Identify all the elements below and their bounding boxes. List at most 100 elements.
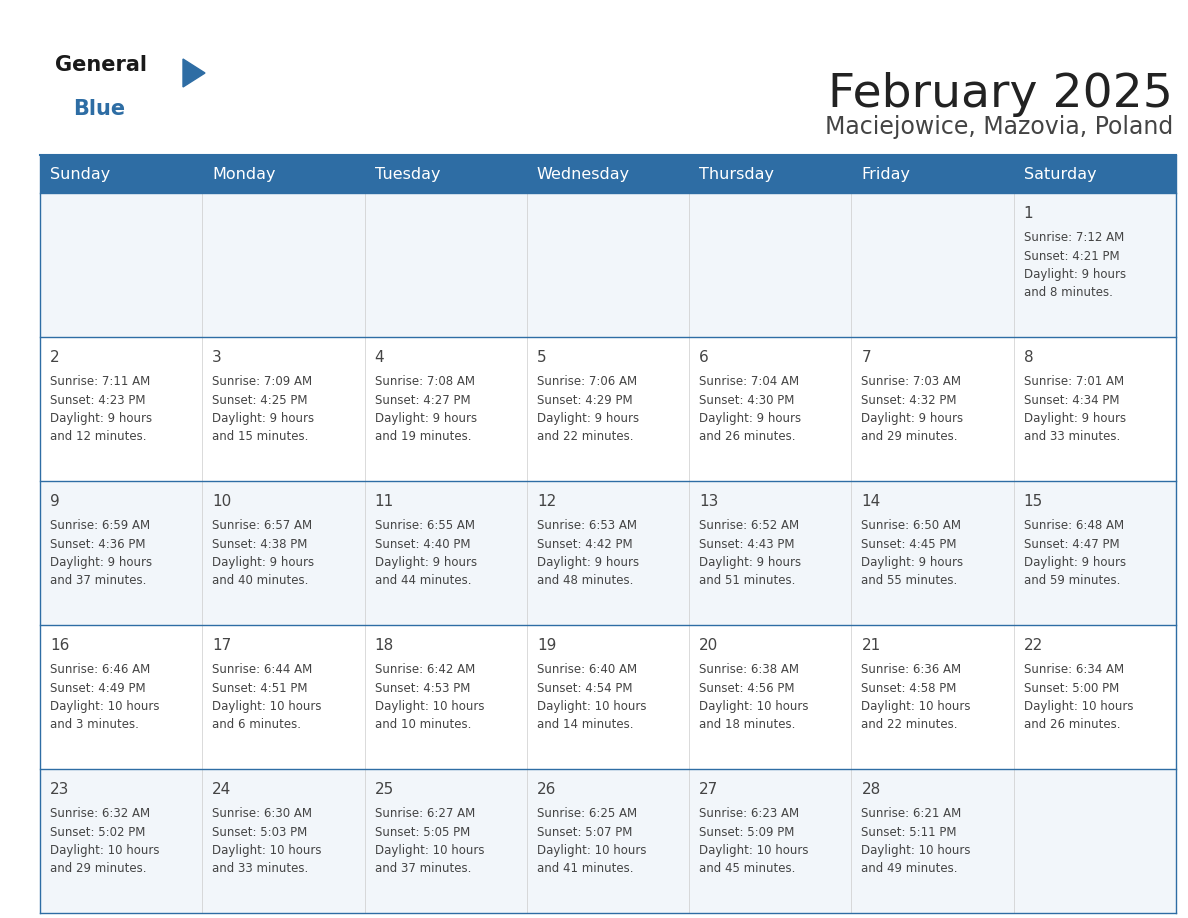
Text: Sunrise: 7:03 AM: Sunrise: 7:03 AM	[861, 375, 961, 388]
Text: Daylight: 9 hours: Daylight: 9 hours	[374, 412, 476, 425]
Text: Daylight: 10 hours: Daylight: 10 hours	[50, 700, 159, 713]
Text: and 8 minutes.: and 8 minutes.	[1024, 286, 1113, 299]
Text: and 44 minutes.: and 44 minutes.	[374, 575, 472, 588]
Text: Sunset: 4:34 PM: Sunset: 4:34 PM	[1024, 394, 1119, 407]
Text: 12: 12	[537, 494, 556, 509]
Text: 9: 9	[50, 494, 59, 509]
Text: 5: 5	[537, 350, 546, 365]
Text: 6: 6	[700, 350, 709, 365]
Text: Sunset: 4:23 PM: Sunset: 4:23 PM	[50, 394, 145, 407]
Text: 17: 17	[213, 638, 232, 653]
Text: Sunrise: 7:08 AM: Sunrise: 7:08 AM	[374, 375, 474, 388]
Text: Sunday: Sunday	[50, 166, 110, 182]
Text: Saturday: Saturday	[1024, 166, 1097, 182]
Text: Sunset: 5:05 PM: Sunset: 5:05 PM	[374, 825, 469, 838]
Text: Sunset: 4:40 PM: Sunset: 4:40 PM	[374, 538, 470, 551]
Polygon shape	[183, 59, 206, 87]
Bar	[40, 769, 1176, 913]
Text: Sunrise: 6:48 AM: Sunrise: 6:48 AM	[1024, 519, 1124, 532]
Text: Sunset: 4:25 PM: Sunset: 4:25 PM	[213, 394, 308, 407]
Text: 19: 19	[537, 638, 556, 653]
Text: and 22 minutes.: and 22 minutes.	[861, 719, 958, 732]
Text: Daylight: 9 hours: Daylight: 9 hours	[700, 412, 801, 425]
Text: and 19 minutes.: and 19 minutes.	[374, 431, 472, 443]
Text: Sunset: 4:42 PM: Sunset: 4:42 PM	[537, 538, 632, 551]
Text: Daylight: 10 hours: Daylight: 10 hours	[213, 844, 322, 857]
Text: Sunset: 5:09 PM: Sunset: 5:09 PM	[700, 825, 795, 838]
Text: 8: 8	[1024, 350, 1034, 365]
Text: 11: 11	[374, 494, 393, 509]
Bar	[40, 625, 1176, 769]
Text: Wednesday: Wednesday	[537, 166, 630, 182]
Text: Sunset: 4:45 PM: Sunset: 4:45 PM	[861, 538, 956, 551]
Text: 1: 1	[1024, 206, 1034, 221]
Text: Daylight: 10 hours: Daylight: 10 hours	[700, 844, 809, 857]
Text: Sunrise: 6:23 AM: Sunrise: 6:23 AM	[700, 807, 800, 820]
Text: 20: 20	[700, 638, 719, 653]
Text: Sunrise: 6:52 AM: Sunrise: 6:52 AM	[700, 519, 800, 532]
Text: and 48 minutes.: and 48 minutes.	[537, 575, 633, 588]
Text: Daylight: 9 hours: Daylight: 9 hours	[700, 556, 801, 569]
Text: 3: 3	[213, 350, 222, 365]
Text: 16: 16	[50, 638, 69, 653]
Text: Sunrise: 6:34 AM: Sunrise: 6:34 AM	[1024, 663, 1124, 676]
Text: Daylight: 10 hours: Daylight: 10 hours	[1024, 700, 1133, 713]
Text: Sunset: 4:56 PM: Sunset: 4:56 PM	[700, 681, 795, 695]
Text: and 37 minutes.: and 37 minutes.	[374, 863, 470, 876]
Text: and 12 minutes.: and 12 minutes.	[50, 431, 146, 443]
Text: Sunset: 5:07 PM: Sunset: 5:07 PM	[537, 825, 632, 838]
Text: Daylight: 9 hours: Daylight: 9 hours	[537, 556, 639, 569]
Text: and 37 minutes.: and 37 minutes.	[50, 575, 146, 588]
Bar	[40, 155, 1176, 193]
Text: and 49 minutes.: and 49 minutes.	[861, 863, 958, 876]
Text: and 40 minutes.: and 40 minutes.	[213, 575, 309, 588]
Text: Sunset: 4:49 PM: Sunset: 4:49 PM	[50, 681, 146, 695]
Text: 25: 25	[374, 782, 393, 797]
Text: Blue: Blue	[72, 99, 125, 119]
Text: Sunset: 5:00 PM: Sunset: 5:00 PM	[1024, 681, 1119, 695]
Text: and 3 minutes.: and 3 minutes.	[50, 719, 139, 732]
Text: 14: 14	[861, 494, 880, 509]
Text: Daylight: 9 hours: Daylight: 9 hours	[537, 412, 639, 425]
Text: 26: 26	[537, 782, 556, 797]
Text: Daylight: 10 hours: Daylight: 10 hours	[861, 700, 971, 713]
Text: Daylight: 9 hours: Daylight: 9 hours	[1024, 556, 1126, 569]
Text: and 59 minutes.: and 59 minutes.	[1024, 575, 1120, 588]
Text: 7: 7	[861, 350, 871, 365]
Text: 13: 13	[700, 494, 719, 509]
Text: Daylight: 9 hours: Daylight: 9 hours	[861, 556, 963, 569]
Text: Daylight: 9 hours: Daylight: 9 hours	[213, 556, 315, 569]
Text: and 29 minutes.: and 29 minutes.	[861, 431, 958, 443]
Text: Daylight: 10 hours: Daylight: 10 hours	[50, 844, 159, 857]
Text: 2: 2	[50, 350, 59, 365]
Text: Sunset: 4:29 PM: Sunset: 4:29 PM	[537, 394, 632, 407]
Text: Daylight: 10 hours: Daylight: 10 hours	[213, 700, 322, 713]
Text: and 29 minutes.: and 29 minutes.	[50, 863, 146, 876]
Text: General: General	[55, 55, 147, 75]
Text: Daylight: 9 hours: Daylight: 9 hours	[50, 412, 152, 425]
Text: Sunset: 4:30 PM: Sunset: 4:30 PM	[700, 394, 795, 407]
Text: and 45 minutes.: and 45 minutes.	[700, 863, 796, 876]
Text: Sunrise: 6:40 AM: Sunrise: 6:40 AM	[537, 663, 637, 676]
Text: Sunrise: 7:11 AM: Sunrise: 7:11 AM	[50, 375, 150, 388]
Text: Sunset: 4:54 PM: Sunset: 4:54 PM	[537, 681, 632, 695]
Text: Sunrise: 6:32 AM: Sunrise: 6:32 AM	[50, 807, 150, 820]
Bar	[40, 337, 1176, 481]
Text: 28: 28	[861, 782, 880, 797]
Text: Sunset: 4:32 PM: Sunset: 4:32 PM	[861, 394, 956, 407]
Text: Sunrise: 6:50 AM: Sunrise: 6:50 AM	[861, 519, 961, 532]
Text: and 33 minutes.: and 33 minutes.	[213, 863, 309, 876]
Text: Sunrise: 6:30 AM: Sunrise: 6:30 AM	[213, 807, 312, 820]
Text: 27: 27	[700, 782, 719, 797]
Text: Sunset: 4:43 PM: Sunset: 4:43 PM	[700, 538, 795, 551]
Text: 10: 10	[213, 494, 232, 509]
Text: Daylight: 10 hours: Daylight: 10 hours	[537, 844, 646, 857]
Text: Sunrise: 6:59 AM: Sunrise: 6:59 AM	[50, 519, 150, 532]
Text: Sunrise: 7:01 AM: Sunrise: 7:01 AM	[1024, 375, 1124, 388]
Text: February 2025: February 2025	[828, 72, 1173, 117]
Text: Sunset: 5:11 PM: Sunset: 5:11 PM	[861, 825, 956, 838]
Text: and 22 minutes.: and 22 minutes.	[537, 431, 633, 443]
Text: Sunrise: 7:04 AM: Sunrise: 7:04 AM	[700, 375, 800, 388]
Text: 4: 4	[374, 350, 384, 365]
Text: 23: 23	[50, 782, 69, 797]
